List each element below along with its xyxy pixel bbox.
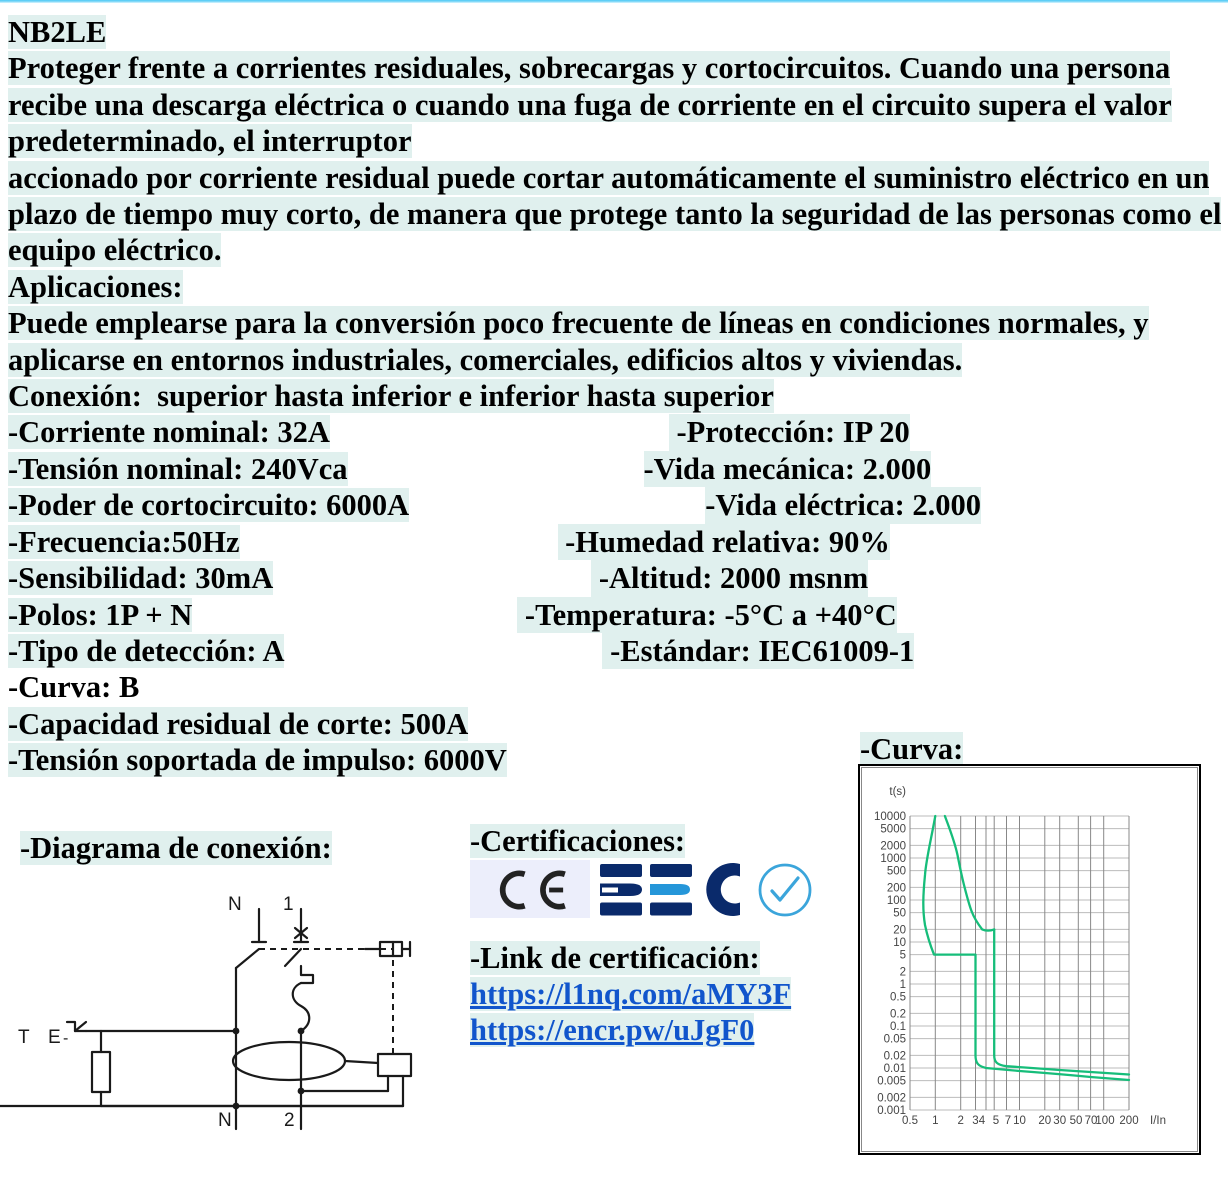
- svg-text:2: 2: [284, 1110, 295, 1131]
- svg-text:0.1: 0.1: [890, 1021, 906, 1033]
- svg-text:4: 4: [979, 1115, 986, 1127]
- svg-text:5: 5: [993, 1115, 999, 1127]
- svg-text:t(s): t(s): [889, 786, 906, 798]
- svg-text:0.002: 0.002: [877, 1092, 906, 1104]
- svg-text:1000: 1000: [880, 853, 906, 865]
- svg-text:5: 5: [900, 950, 906, 962]
- svg-text:1: 1: [283, 894, 294, 915]
- svg-text:7: 7: [1005, 1115, 1011, 1127]
- svg-text:500: 500: [887, 866, 906, 878]
- svg-text:1: 1: [900, 979, 906, 991]
- svg-text:200: 200: [887, 882, 906, 894]
- svg-text:I/In: I/In: [1150, 1115, 1166, 1127]
- svg-text:200: 200: [1119, 1115, 1138, 1127]
- svg-text:10: 10: [893, 937, 906, 949]
- svg-text:0.01: 0.01: [884, 1063, 906, 1075]
- svg-text:0.2: 0.2: [890, 1008, 906, 1020]
- svg-text:10000: 10000: [874, 811, 906, 823]
- svg-text:-: -: [63, 1030, 68, 1047]
- svg-text:20: 20: [1038, 1115, 1051, 1127]
- svg-text:T: T: [18, 1027, 30, 1048]
- svg-text:0.05: 0.05: [884, 1034, 906, 1046]
- svg-text:20: 20: [893, 924, 906, 936]
- svg-text:N: N: [218, 1110, 232, 1131]
- svg-text:1: 1: [932, 1115, 938, 1127]
- svg-text:0.5: 0.5: [902, 1115, 918, 1127]
- svg-text:2: 2: [957, 1115, 963, 1127]
- svg-text:0.5: 0.5: [890, 992, 906, 1004]
- svg-text:N: N: [228, 894, 242, 915]
- svg-text:3: 3: [972, 1115, 978, 1127]
- svg-text:10: 10: [1013, 1115, 1026, 1127]
- svg-text:50: 50: [1070, 1115, 1083, 1127]
- svg-text:100: 100: [887, 895, 906, 907]
- svg-text:50: 50: [893, 908, 906, 920]
- svg-text:30: 30: [1053, 1115, 1066, 1127]
- svg-text:5000: 5000: [880, 824, 906, 836]
- svg-text:0.02: 0.02: [884, 1050, 906, 1062]
- svg-text:E: E: [48, 1027, 61, 1048]
- svg-text:2: 2: [900, 966, 906, 978]
- svg-text:100: 100: [1095, 1115, 1114, 1127]
- svg-text:2000: 2000: [880, 840, 906, 852]
- svg-text:0.005: 0.005: [877, 1076, 906, 1088]
